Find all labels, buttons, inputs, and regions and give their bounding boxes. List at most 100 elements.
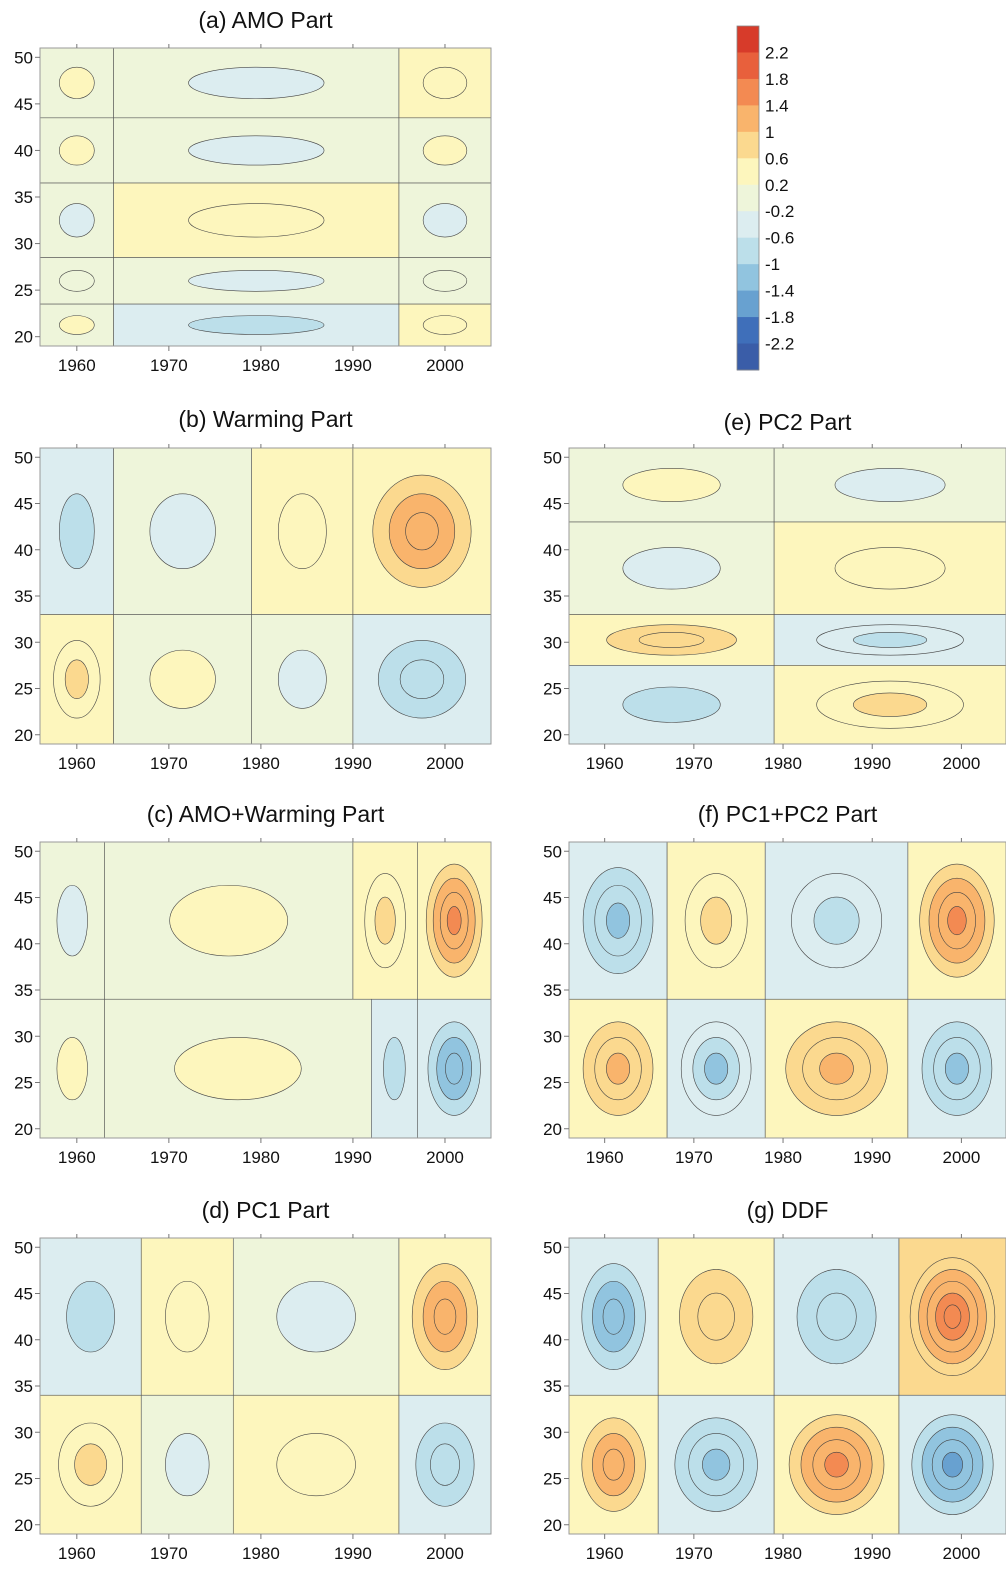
y-tick-label: 20 [14,328,33,347]
colorbar-swatch [737,26,759,53]
y-tick-label: 50 [543,1238,562,1257]
colorbar-swatch [737,158,759,186]
colorbar-tick-label: 0.2 [765,176,789,195]
panel-title: (g) DDF [747,1197,829,1223]
y-tick-label: 50 [543,842,562,861]
y-tick-label: 30 [543,1423,562,1442]
contour-d-0-3-3 [433,1298,457,1335]
contour-a-1-0-1 [59,135,95,166]
colorbar-tick-label: -0.6 [765,229,794,248]
y-tick-label: 35 [543,1377,562,1396]
panel-g: (g) DDF 1960 1970 1980 1990 2000 20 25 30 35 40 45 5… [543,1197,1006,1563]
y-tick-label: 25 [14,680,33,699]
contour-g-1-3-4 [942,1451,963,1478]
x-tick-label: 1990 [853,1148,891,1167]
colorbar-swatch [737,105,759,133]
y-tick-label: 25 [14,281,33,300]
y-tick-label: 20 [543,1120,562,1139]
contour-e-0-1-1 [834,468,946,502]
panel-title: (c) AMO+Warming Part [147,801,385,827]
contour-c-1-1-1 [174,1037,302,1101]
y-tick-label: 50 [14,842,33,861]
x-tick-label: 2000 [426,356,464,375]
x-tick-label: 1970 [675,1544,713,1563]
x-tick-label: 1960 [586,1148,624,1167]
x-tick-label: 1970 [150,1148,188,1167]
y-tick-label: 45 [14,95,33,114]
contour-g-0-2-2 [816,1292,857,1341]
colorbar-frame [736,25,760,371]
panel-e: (e) PC2 Part 1960 1970 1980 1990 2000 20 25 30 35… [543,409,1006,773]
x-tick-label: 1990 [853,1544,891,1563]
y-tick-label: 20 [14,1516,33,1535]
y-tick-label: 40 [14,1331,33,1350]
x-tick-label: 1990 [334,1544,372,1563]
y-tick-label: 20 [14,726,33,745]
x-tick-label: 1980 [764,754,802,773]
y-tick-label: 35 [14,188,33,207]
contour-a-4-1-1 [188,315,325,335]
colorbar-swatch [737,343,759,371]
colorbar-swatch [737,131,759,159]
cell-a-3-2 [398,257,491,305]
panel-g-field [569,1238,1006,1534]
y-tick-label: 35 [14,587,33,606]
contour-d-1-3-2 [430,1443,460,1486]
contour-c-1-3-3 [445,1052,464,1085]
x-tick-label: 1980 [242,356,280,375]
contour-a-2-2-1 [422,203,468,238]
x-tick-label: 1990 [334,356,372,375]
contour-b-1-2-1 [277,649,327,709]
colorbar-swatch [737,264,759,292]
contour-e-2-0-2 [638,632,705,648]
x-tick-label: 1980 [242,754,280,773]
colorbar-tick-label: 2.2 [765,43,789,62]
y-tick-label: 30 [14,1423,33,1442]
colorbar-tick-label: -1.8 [765,308,794,327]
contour-g-1-1-3 [702,1448,731,1481]
panel-title: (e) PC2 Part [724,409,852,435]
y-tick-label: 45 [14,495,33,514]
y-tick-label: 40 [543,935,562,954]
contour-e-3-1-2 [853,692,928,717]
contour-c-0-0-1 [56,884,88,957]
y-tick-label: 30 [543,1027,562,1046]
contour-a-3-0-1 [59,270,95,292]
cell-d-1-1 [140,1394,234,1534]
contour-a-0-0-1 [59,66,95,99]
contour-b-0-3-3 [405,512,439,551]
contour-d-0-2-1 [276,1280,356,1353]
y-tick-label: 20 [543,1516,562,1535]
y-tick-label: 25 [543,1470,562,1489]
colorbar-swatch [737,317,759,345]
contour-d-1-1-1 [165,1433,210,1497]
panel-title: (a) AMO Part [198,7,333,33]
panel-d: (d) PC1 Part 1960 1970 1980 1990 2000 20 25 30 35… [14,1197,492,1563]
contour-b-0-1-1 [149,493,216,570]
panel-f-field [569,842,1006,1138]
panel-d-field [40,1238,491,1534]
x-tick-label: 1970 [675,754,713,773]
contour-d-1-0-2 [74,1443,107,1486]
contour-c-1-0-1 [56,1037,88,1101]
y-tick-label: 40 [14,935,33,954]
contour-b-0-0-1 [59,493,95,570]
x-tick-label: 2000 [426,1148,464,1167]
panel-c-field [40,842,491,1138]
x-tick-label: 1990 [334,754,372,773]
y-tick-label: 40 [543,1331,562,1350]
contour-c-0-3-4 [446,906,462,936]
y-tick-label: 35 [543,981,562,1000]
x-tick-label: 1960 [58,1544,96,1563]
panel-e-field [569,448,1006,744]
contour-f-1-0-3 [606,1052,631,1085]
contour-g-1-2-4 [824,1451,849,1478]
y-tick-label: 30 [14,235,33,254]
panel-title: (f) PC1+PC2 Part [698,801,878,827]
y-tick-label: 35 [14,1377,33,1396]
y-tick-label: 40 [14,141,33,160]
contour-e-1-1-1 [834,547,946,590]
panel-b: (b) Warming Part 1960 1970 1980 1990 2000 20 25… [14,406,492,773]
y-tick-label: 20 [14,1120,33,1139]
